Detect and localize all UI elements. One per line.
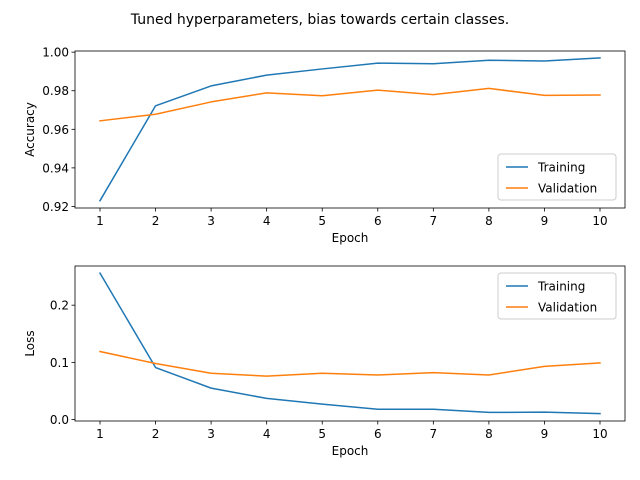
accuracy-y-tick-label: 0.98 (42, 84, 69, 98)
accuracy-y-tick-label: 0.96 (42, 123, 69, 137)
loss-x-tick-label: 2 (152, 427, 160, 441)
accuracy-x-tick-label: 4 (263, 214, 271, 228)
loss-x-tick-label: 8 (485, 427, 493, 441)
accuracy-x-tick-label: 9 (541, 214, 549, 228)
loss-x-tick-label: 1 (96, 427, 104, 441)
loss-legend-label-training: Training (537, 280, 585, 294)
loss-x-tick-label: 6 (374, 427, 382, 441)
loss-y-axis-label: Loss (23, 330, 37, 356)
accuracy-x-tick-label: 8 (485, 214, 493, 228)
accuracy-legend-label-training: Training (537, 161, 585, 175)
loss-x-tick-label: 4 (263, 427, 271, 441)
loss-x-tick-label: 9 (541, 427, 549, 441)
accuracy-y-tick-label: 1.00 (42, 46, 69, 60)
loss-y-tick-label: 0.1 (50, 356, 69, 370)
accuracy-y-tick-label: 0.94 (42, 161, 69, 175)
accuracy-y-axis-label: Accuracy (23, 102, 37, 157)
loss-x-tick-label: 5 (318, 427, 326, 441)
accuracy-x-tick-label: 7 (430, 214, 438, 228)
loss-x-tick-label: 10 (592, 427, 607, 441)
accuracy-x-tick-label: 2 (152, 214, 160, 228)
accuracy-x-tick-label: 1 (96, 214, 104, 228)
figure-title: Tuned hyperparameters, bias towards cert… (130, 12, 509, 28)
accuracy-y-tick-label: 0.92 (42, 200, 69, 214)
loss-legend: Training Validation (497, 272, 617, 320)
accuracy-x-axis-label: Epoch (332, 231, 369, 245)
loss-axes-frame (74, 265, 626, 422)
loss-chart: 1 2 3 4 5 6 7 8 9 10 0.0 0.1 0.2 Epoch Loss Training Val… (23, 265, 626, 458)
loss-legend-label-validation: Validation (538, 301, 597, 315)
loss-y-tick-label: 0.0 (50, 413, 69, 427)
accuracy-chart: 1 2 3 4 5 6 7 8 9 10 0.92 0.94 0.96 0.98 1.00 Epoch Accu… (23, 46, 626, 245)
loss-x-tick-label: 3 (207, 427, 215, 441)
accuracy-legend-label-validation: Validation (538, 182, 597, 196)
loss-y-tick-label: 0.2 (50, 299, 69, 313)
accuracy-x-tick-label: 10 (592, 214, 607, 228)
loss-series-line-training (98, 272, 601, 415)
accuracy-legend: Training Validation (497, 153, 617, 201)
loss-x-axis-label: Epoch (332, 444, 369, 458)
accuracy-x-tick-label: 6 (374, 214, 382, 228)
accuracy-series-line-training (98, 57, 601, 202)
loss-series-line-validation (99, 350, 601, 377)
accuracy-x-tick-label: 5 (318, 214, 326, 228)
accuracy-series-line-validation (99, 87, 601, 122)
accuracy-x-tick-label: 3 (207, 214, 215, 228)
loss-x-tick-label: 7 (430, 427, 438, 441)
